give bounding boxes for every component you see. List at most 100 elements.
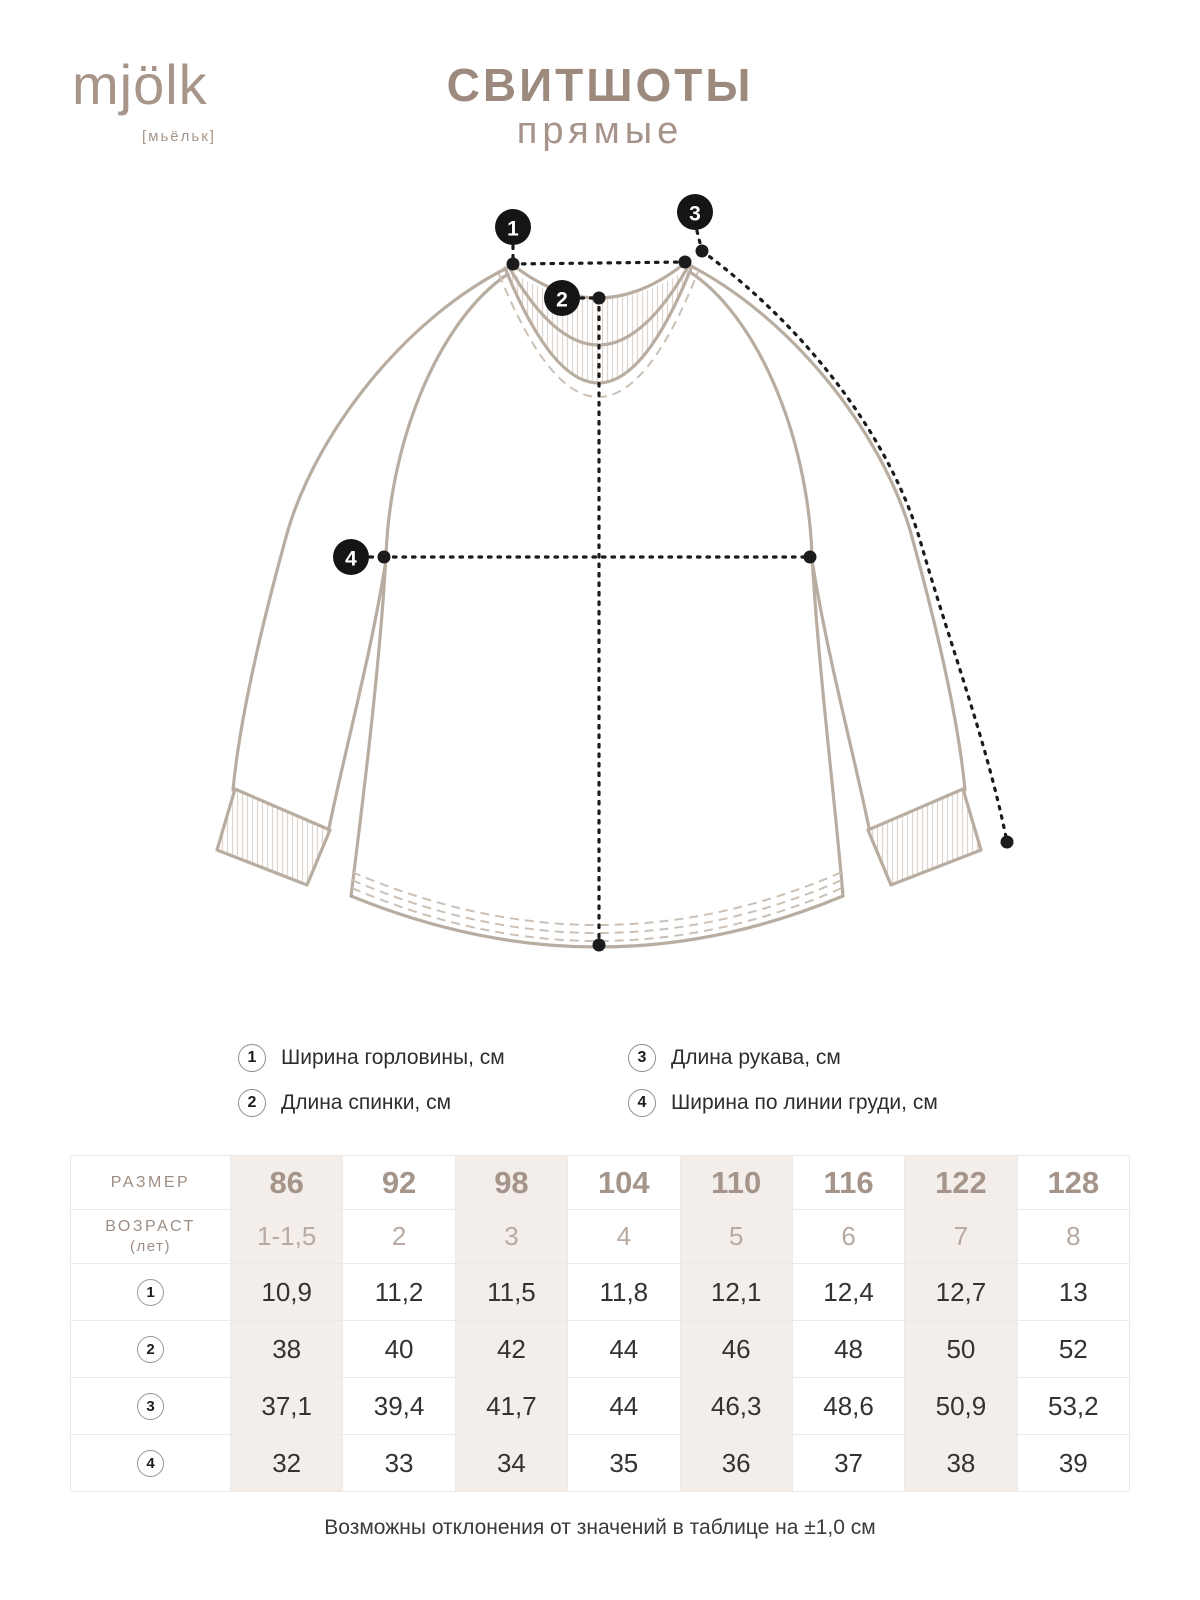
value-cell: 10,9 (229, 1263, 344, 1321)
legend-item-4: 4 Ширина по линии груди, см (628, 1089, 938, 1117)
brand-transcription: [мьёльк] (142, 128, 216, 145)
age-cell: 4 (567, 1209, 681, 1264)
legend-item-1: 1 Ширина горловины, см (238, 1044, 505, 1072)
age-cell: 5 (679, 1209, 793, 1264)
value-cell: 37 (791, 1434, 906, 1492)
size-row-label: РАЗМЕР (70, 1155, 231, 1210)
measure-line-3 (700, 249, 1009, 844)
measure-circle-3: 3 (137, 1392, 164, 1420)
value-cell: 11,8 (567, 1263, 681, 1321)
legend-circle-2: 2 (238, 1089, 266, 1117)
age-cell: 7 (904, 1209, 1018, 1264)
hem-line (349, 894, 845, 949)
table-row-measure-1: 1 10,9 11,2 11,5 11,8 12,1 12,4 12,7 13 (70, 1263, 1131, 1321)
hem-stitch-dash-3 (351, 887, 843, 942)
garment-outline (215, 261, 983, 949)
measure-row-header-4: 4 (70, 1434, 231, 1492)
value-cell: 38 (904, 1434, 1018, 1492)
size-cell: 116 (791, 1155, 906, 1210)
value-cell: 50,9 (904, 1377, 1018, 1435)
measure-circle-2: 2 (137, 1335, 164, 1363)
svg-text:3: 3 (689, 203, 701, 226)
page-title: СВИТШОТЫ (446, 59, 754, 111)
left-sleeve-inner (327, 558, 388, 830)
table-row-sizes: РАЗМЕР 86 92 98 104 110 116 122 128 (70, 1155, 1131, 1210)
marker-badge-4: 4 (333, 539, 369, 575)
right-sleeve-inner (810, 558, 871, 830)
value-cell: 48 (791, 1320, 906, 1378)
right-cuff (866, 787, 983, 887)
measure-circle-4: 4 (137, 1449, 164, 1477)
table-row-measure-4: 4 32 33 34 35 36 37 38 39 (70, 1434, 1131, 1492)
value-cell: 13 (1016, 1263, 1131, 1321)
legend-circle-1: 1 (238, 1044, 266, 1072)
marker-badge-3: 3 (677, 194, 713, 230)
size-cell: 98 (454, 1155, 569, 1210)
legend-item-2: 2 Длина спинки, см (238, 1089, 451, 1117)
value-cell: 11,5 (454, 1263, 569, 1321)
svg-text:4: 4 (345, 548, 357, 571)
left-body-side (349, 553, 388, 898)
age-cell: 2 (342, 1209, 456, 1264)
age-row-label: ВОЗРАСТ (лет) (70, 1209, 231, 1264)
page-subtitle: прямые (516, 110, 684, 152)
value-cell: 12,4 (791, 1263, 906, 1321)
value-cell: 52 (1016, 1320, 1131, 1378)
value-cell: 39 (1016, 1434, 1131, 1492)
collar-inner-arc (507, 263, 691, 347)
measurement-dots (377, 244, 1014, 952)
measure-row-header-1: 1 (70, 1263, 231, 1321)
value-cell: 12,7 (904, 1263, 1018, 1321)
age-row-label-line1: ВОЗРАСТ (105, 1218, 196, 1235)
brand-logo: mjölk (72, 53, 208, 116)
size-cell: 110 (679, 1155, 793, 1210)
measurement-lines (368, 229, 1009, 947)
legend-label-1: Ширина горловины, см (281, 1046, 505, 1069)
marker-badges: 1 2 3 4 (333, 194, 713, 575)
collar-stitch-dash (498, 271, 699, 398)
svg-text:1: 1 (507, 218, 519, 241)
value-cell: 39,4 (342, 1377, 456, 1435)
svg-text:2: 2 (556, 289, 568, 312)
hem-stitch-dash-1 (351, 871, 843, 926)
right-body-side (810, 553, 845, 898)
measure-circle-1: 1 (137, 1278, 164, 1306)
legend-item-3: 3 Длина рукава, см (628, 1044, 841, 1072)
legend-label-3: Длина рукава, см (671, 1046, 841, 1069)
value-cell: 42 (454, 1320, 569, 1378)
collar-opening-arc (511, 261, 687, 300)
legend-circle-3: 3 (628, 1044, 656, 1072)
size-cell: 122 (904, 1155, 1018, 1210)
legend-label-2: Длина спинки, см (281, 1091, 452, 1114)
value-cell: 12,1 (679, 1263, 793, 1321)
measure-row-header-3: 3 (70, 1377, 231, 1435)
value-cell: 41,7 (454, 1377, 569, 1435)
value-cell: 40 (342, 1320, 456, 1378)
age-cell: 6 (791, 1209, 906, 1264)
value-cell: 32 (229, 1434, 344, 1492)
value-cell: 35 (567, 1434, 681, 1492)
size-cell: 128 (1016, 1155, 1131, 1210)
age-cell: 8 (1016, 1209, 1131, 1264)
table-row-measure-3: 3 37,1 39,4 41,7 44 46,3 48,6 50,9 53,2 (70, 1377, 1131, 1435)
age-cell: 3 (454, 1209, 569, 1264)
value-cell: 53,2 (1016, 1377, 1131, 1435)
hem-stitch-dash-2 (351, 879, 843, 934)
value-cell: 48,6 (791, 1377, 906, 1435)
table-row-ages: ВОЗРАСТ (лет) 1-1,5 2 3 4 5 6 7 8 (70, 1209, 1131, 1264)
value-cell: 33 (342, 1434, 456, 1492)
value-cell: 46 (679, 1320, 793, 1378)
left-sleeve-outer (231, 263, 515, 792)
value-cell: 11,2 (342, 1263, 456, 1321)
value-cell: 44 (567, 1320, 681, 1378)
legend-label-4: Ширина по линии груди, см (671, 1091, 938, 1114)
size-cell: 104 (567, 1155, 681, 1210)
value-cell: 37,1 (229, 1377, 344, 1435)
stitch-dashes (351, 271, 843, 942)
size-table: РАЗМЕР 86 92 98 104 110 116 122 128 ВОЗР… (70, 1155, 1131, 1492)
legend-circle-4: 4 (628, 1089, 656, 1117)
collar-outer-seam (503, 264, 694, 385)
value-cell: 38 (229, 1320, 344, 1378)
right-sleeve-outer (683, 261, 967, 792)
